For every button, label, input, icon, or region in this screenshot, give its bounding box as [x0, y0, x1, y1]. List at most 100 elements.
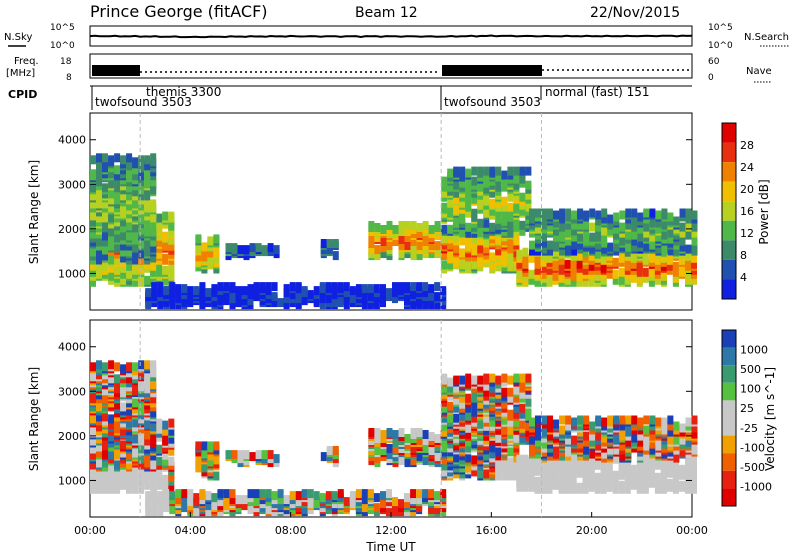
velocity-colorbar-tick: -1000: [740, 480, 772, 493]
y-tick-label: 3000: [58, 178, 86, 191]
heatmap-cell: [547, 208, 553, 218]
heatmap-cell: [643, 242, 650, 252]
heatmap-cell: [90, 211, 96, 221]
heatmap-cell: [589, 449, 596, 459]
heatmap-cell: [565, 244, 572, 254]
heatmap-cell: [547, 240, 553, 250]
heatmap-cell: [691, 236, 698, 246]
heatmap-cell: [96, 448, 102, 458]
heatmap-cell: [643, 220, 650, 230]
heatmap-cell: [169, 282, 176, 292]
heatmap-cell: [441, 455, 448, 465]
heatmap-cell: [156, 480, 163, 490]
velocity-colorbar-frame: [721, 329, 737, 507]
heatmap-cell: [649, 431, 656, 441]
heatmap-cell: [271, 282, 278, 292]
heatmap-cell: [447, 413, 454, 423]
heatmap-cell: [211, 493, 218, 503]
heatmap-cell: [559, 415, 566, 425]
heatmap-cell: [495, 262, 502, 272]
heatmap-cell: [471, 407, 478, 417]
heatmap-cell: [207, 457, 214, 467]
heatmap-cell: [223, 489, 230, 499]
noise-panel: N.Sky 10^5 10^0 10^5 10^0 N.Search: [4, 23, 790, 51]
heatmap-cell: [96, 153, 102, 163]
heatmap-cell: [96, 189, 102, 199]
heatmap-cell: [132, 434, 139, 444]
heatmap-cell: [96, 422, 102, 432]
heatmap-cell: [138, 191, 145, 201]
heatmap-cell: [528, 474, 535, 484]
heatmap-cell: [465, 429, 472, 439]
heatmap-cell: [90, 484, 96, 494]
heatmap-cell: [447, 182, 454, 192]
heatmap-cell: [618, 253, 625, 263]
heatmap-cell: [594, 472, 601, 482]
heatmap-cell: [337, 489, 344, 499]
heatmap-cell: [583, 210, 590, 220]
heatmap-cell: [571, 210, 578, 220]
heatmap-cell: [108, 213, 115, 223]
heatmap-cell: [132, 233, 139, 243]
heatmap-cell: [471, 455, 478, 465]
heatmap-cell: [207, 441, 214, 451]
heatmap-cell: [144, 452, 151, 462]
heatmap-cell: [453, 453, 460, 463]
heatmap-cell: [434, 241, 441, 251]
heatmap-cell: [175, 284, 182, 294]
heatmap-cell: [156, 249, 163, 259]
heatmap-cell: [108, 237, 115, 247]
heatmap-cell: [667, 427, 674, 437]
heatmap-cell: [337, 294, 344, 304]
heatmap-cell: [525, 373, 532, 383]
heatmap-cell: [361, 503, 368, 513]
heatmap-cell: [685, 456, 691, 466]
heatmap-cell: [319, 493, 326, 503]
heatmap-cell: [90, 390, 96, 400]
heatmap-cell: [507, 409, 514, 419]
velocity-colorbar-swatch: [722, 435, 736, 454]
heatmap-cell: [570, 456, 577, 466]
heatmap-cell: [507, 238, 514, 248]
heatmap-cell: [410, 298, 417, 308]
heatmap-cell: [416, 428, 423, 437]
heatmap-cell: [459, 411, 466, 421]
heatmap-cell: [666, 261, 673, 271]
heatmap-cell: [114, 374, 121, 384]
heatmap-cell: [447, 254, 454, 264]
heatmap-cell: [583, 236, 590, 246]
heatmap-cell: [168, 263, 175, 273]
heatmap-cell: [679, 480, 685, 490]
velocity-colorbar-swatch: [722, 453, 736, 471]
cpid-seg-1: twofsound 3503: [95, 95, 192, 109]
heatmap-cell: [630, 464, 637, 474]
station-title: Prince George (fitACF): [90, 2, 268, 21]
heatmap-cell: [150, 227, 157, 237]
heatmap-cell: [392, 282, 398, 292]
heatmap-cell: [138, 277, 145, 287]
velocity-grid: [139, 320, 542, 517]
power-y-ticks: 1000 2000 3000 4000: [58, 134, 692, 280]
heatmap-cell: [564, 259, 571, 269]
heatmap-cell: [157, 507, 164, 517]
heatmap-cell: [241, 286, 248, 296]
power-y-axis-label: Slant Range [km]: [27, 160, 41, 264]
heatmap-cell: [477, 224, 484, 234]
heatmap-cell: [207, 451, 214, 461]
heatmap-cell: [624, 484, 631, 494]
heatmap-cell: [642, 267, 649, 277]
heatmap-cell: [120, 209, 127, 219]
heatmap-cell: [144, 430, 151, 440]
heatmap-cell: [528, 269, 535, 279]
heatmap-cell: [440, 489, 447, 499]
heatmap-cell: [666, 478, 673, 488]
heatmap-cell: [679, 464, 685, 474]
heatmap-cell: [570, 277, 577, 287]
power-colorbar-frame: [721, 122, 737, 300]
heatmap-cell: [96, 213, 102, 223]
heatmap-cell: [434, 452, 441, 462]
heatmap-cell: [522, 255, 529, 265]
heatmap-cell: [283, 284, 290, 294]
heatmap-cell: [571, 240, 578, 250]
heatmap-cell: [501, 202, 508, 212]
